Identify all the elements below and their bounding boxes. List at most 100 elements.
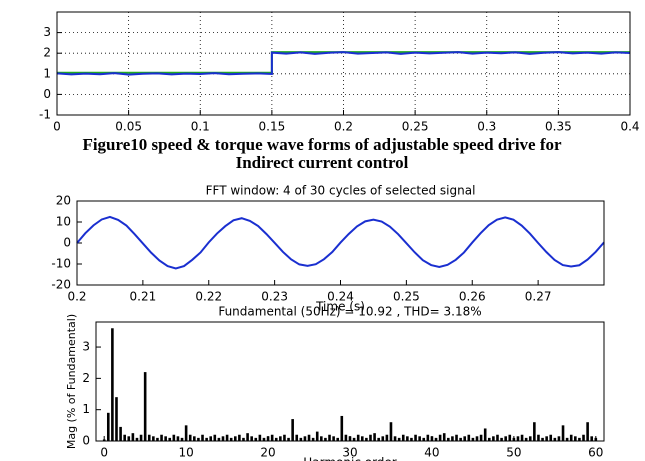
x-tick-label: 30 bbox=[342, 446, 357, 460]
bar bbox=[315, 431, 319, 441]
bar bbox=[360, 436, 364, 441]
bar bbox=[578, 437, 581, 441]
bar bbox=[528, 436, 532, 441]
y-tick-label: -20 bbox=[51, 278, 71, 292]
bar bbox=[557, 436, 561, 441]
bar bbox=[410, 437, 413, 441]
y-tick-label: 0 bbox=[63, 236, 71, 250]
bar bbox=[246, 433, 249, 441]
bar bbox=[389, 422, 393, 441]
bar bbox=[451, 436, 454, 441]
y-tick-label: 10 bbox=[56, 215, 71, 229]
bar bbox=[152, 436, 155, 441]
bar bbox=[356, 434, 360, 441]
signal-line bbox=[56, 51, 631, 76]
bar bbox=[393, 436, 397, 441]
bar bbox=[225, 434, 229, 441]
bar bbox=[561, 425, 565, 441]
x-tick-label: 0.05 bbox=[115, 120, 142, 134]
bar bbox=[459, 437, 462, 441]
bar bbox=[479, 434, 483, 441]
x-tick-label: 0.2 bbox=[334, 120, 353, 134]
x-tick-label: 0.15 bbox=[259, 120, 286, 134]
bar bbox=[352, 437, 356, 441]
bar bbox=[254, 437, 258, 441]
bar bbox=[127, 436, 131, 441]
bar bbox=[569, 434, 573, 441]
bar bbox=[553, 437, 557, 441]
bar bbox=[168, 437, 172, 441]
bar bbox=[524, 437, 528, 441]
bar bbox=[332, 436, 335, 441]
bar bbox=[533, 422, 536, 441]
bar bbox=[180, 437, 184, 441]
bar bbox=[467, 434, 471, 441]
bar bbox=[414, 434, 417, 441]
bar bbox=[176, 436, 180, 441]
bar bbox=[344, 434, 348, 441]
bar bbox=[147, 434, 151, 441]
bar bbox=[188, 434, 192, 441]
bar bbox=[139, 434, 143, 441]
bar bbox=[242, 437, 245, 441]
bar bbox=[123, 434, 126, 441]
bar bbox=[233, 436, 237, 441]
plot-area bbox=[96, 322, 604, 441]
bar bbox=[471, 437, 475, 441]
bar bbox=[438, 434, 442, 441]
bar bbox=[586, 422, 589, 441]
bar bbox=[209, 436, 213, 441]
bar bbox=[201, 434, 204, 441]
y-tick-label: 1 bbox=[43, 66, 51, 80]
bar bbox=[307, 434, 311, 441]
bar bbox=[328, 434, 331, 441]
bar bbox=[115, 397, 118, 441]
x-axis-label: Harmonic order bbox=[303, 456, 397, 461]
bar bbox=[221, 436, 225, 441]
y-tick-label: 1 bbox=[82, 402, 90, 416]
bar bbox=[172, 434, 176, 441]
bar bbox=[508, 434, 512, 441]
x-tick-label: 0 bbox=[53, 120, 61, 134]
bar bbox=[545, 436, 548, 441]
bar bbox=[463, 436, 467, 441]
bar bbox=[287, 437, 290, 441]
x-axis-label: Time (s) bbox=[315, 300, 365, 314]
bar bbox=[500, 437, 503, 441]
bar bbox=[442, 433, 446, 441]
x-tick-label: 0.21 bbox=[130, 290, 157, 304]
x-tick-label: 0.35 bbox=[545, 120, 572, 134]
bar bbox=[516, 436, 520, 441]
x-tick-label: 0.25 bbox=[393, 290, 420, 304]
plot-frame bbox=[56, 11, 631, 116]
bar bbox=[229, 437, 233, 441]
bar bbox=[574, 436, 577, 441]
bar bbox=[340, 415, 344, 441]
bar bbox=[565, 437, 569, 441]
bar bbox=[512, 437, 516, 441]
bar bbox=[504, 436, 507, 441]
bar bbox=[262, 437, 266, 441]
bar bbox=[348, 436, 352, 441]
y-tick-label: -10 bbox=[51, 257, 71, 271]
bar bbox=[164, 436, 167, 441]
bar bbox=[291, 419, 294, 441]
bar bbox=[590, 436, 594, 441]
y-tick-label: 2 bbox=[43, 46, 51, 60]
bar bbox=[217, 437, 221, 441]
bar bbox=[475, 436, 479, 441]
bar bbox=[520, 434, 524, 441]
bar bbox=[418, 436, 421, 441]
bar bbox=[266, 436, 270, 441]
bar bbox=[279, 436, 282, 441]
bar bbox=[430, 436, 434, 441]
x-tick-label: 40 bbox=[424, 446, 439, 460]
bar bbox=[492, 436, 495, 441]
bar bbox=[381, 436, 385, 441]
bar bbox=[184, 425, 188, 441]
bar bbox=[258, 434, 262, 441]
bar bbox=[274, 437, 278, 441]
bar bbox=[197, 437, 200, 441]
bar bbox=[594, 437, 598, 441]
bar bbox=[111, 328, 114, 441]
